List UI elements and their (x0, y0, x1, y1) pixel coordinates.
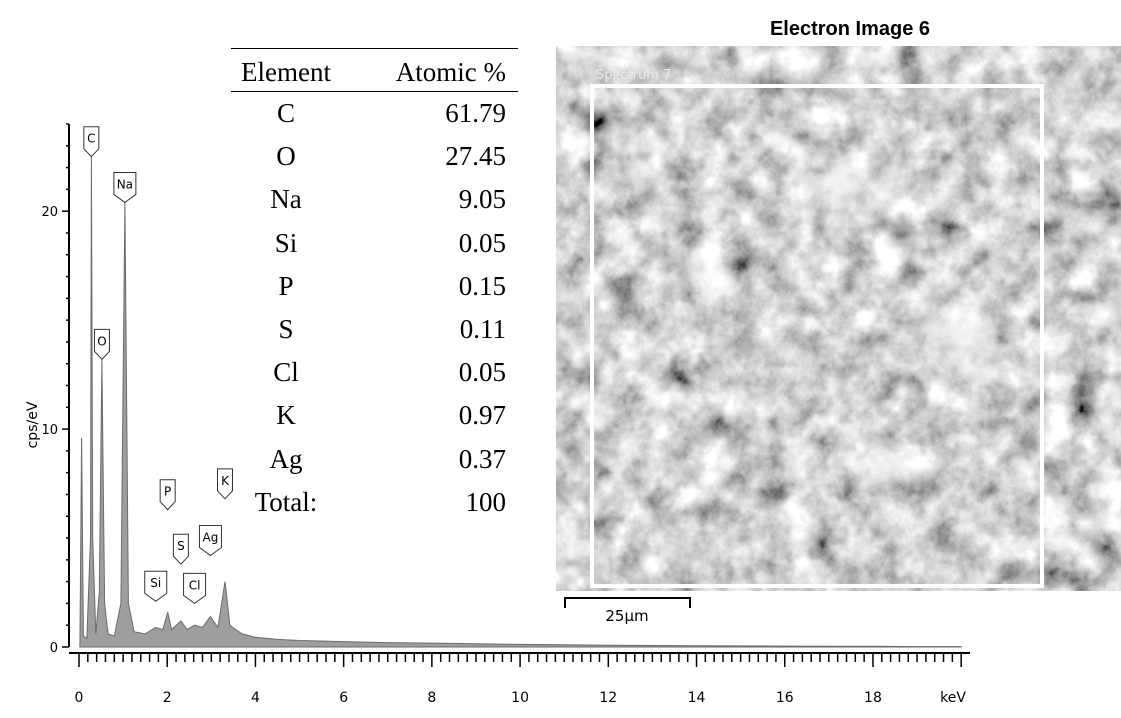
table-row: Cl 0.05 (231, 351, 518, 394)
peak-marker (198, 524, 222, 557)
table-row: K 0.97 (231, 394, 518, 437)
cell-atomic-percent: 0.37 (458, 443, 506, 474)
peak-label-s: S (172, 533, 189, 565)
peak-label-ag: Ag (198, 524, 222, 557)
cell-atomic-percent: 100 (465, 486, 507, 517)
x-tick-label: 2 (163, 690, 172, 706)
cell-atomic-percent: 0.05 (458, 357, 506, 388)
x-tick-label: 0 (75, 690, 84, 706)
cell-atomic-percent: 0.11 (459, 314, 506, 345)
peak-label-text: Si (150, 576, 161, 590)
y-axis-label: cps/eV (25, 401, 41, 448)
spectrum-region-label: Spectrum 7 (596, 68, 671, 83)
peak-label-si: Si (144, 570, 168, 602)
peak-label-text: S (177, 539, 185, 553)
peak-marker (159, 479, 176, 511)
cell-atomic-percent: 0.15 (458, 270, 506, 301)
scale-bar-label: 25µm (605, 607, 648, 625)
cell-element: Cl (273, 357, 299, 388)
cell-element: Ag (269, 443, 303, 474)
peak-label-o: O (93, 328, 110, 361)
x-tick-label: 14 (688, 690, 706, 706)
peak-marker (172, 533, 189, 565)
peak-marker (183, 572, 207, 605)
peak-marker (217, 468, 233, 500)
x-tick-label: 18 (864, 690, 882, 706)
header-element: Element (241, 56, 331, 87)
peak-label-text: P (164, 485, 171, 499)
chart-axes: 0 10 20 0 2 4 6 8 10 12 14 16 18 (41, 123, 970, 706)
y-tick-label: 0 (50, 641, 58, 656)
header-atomic-percent: Atomic % (395, 56, 506, 87)
cell-element: Total: (254, 486, 318, 517)
peak-marker (93, 328, 110, 361)
cell-element: C (276, 98, 295, 128)
y-tick-label: 10 (41, 423, 58, 438)
table-header-row: Element Atomic % (231, 48, 518, 92)
cell-atomic-percent: 9.05 (458, 184, 506, 215)
cell-atomic-percent: 0.05 (458, 227, 506, 258)
peak-label-p: P (159, 479, 176, 511)
spectrum-area (79, 156, 962, 648)
scale-bar: 25µm (564, 597, 691, 625)
peak-label-text: Cl (189, 578, 201, 592)
cell-atomic-percent: 27.45 (445, 141, 506, 172)
cell-element: Si (274, 227, 298, 258)
peak-marker (113, 171, 137, 204)
table-row: O 27.45 (231, 135, 518, 178)
x-tick-label: 12 (599, 690, 617, 706)
spectrum-region-box (590, 84, 1044, 588)
peak-label-text: K (221, 474, 230, 488)
table-row: Ag 0.37 (231, 438, 518, 481)
x-tick-label: 6 (339, 690, 348, 706)
x-tick-label: 10 (511, 690, 529, 706)
peak-label-text: Na (117, 177, 133, 191)
spectrum-series (79, 156, 962, 648)
cell-atomic-percent: 0.97 (458, 400, 506, 431)
cell-element: S (278, 314, 294, 345)
y-tick-label: 20 (41, 205, 58, 220)
peak-label-text: Ag (203, 530, 219, 544)
x-tick-label: 4 (251, 690, 260, 706)
cell-element: K (276, 400, 296, 431)
peak-label-text: C (87, 132, 95, 146)
x-tick-label: 8 (427, 690, 436, 706)
table-row: P 0.15 (231, 265, 518, 308)
peak-label-k: K (217, 468, 233, 500)
electron-image-title: Electron Image 6 (769, 18, 931, 40)
sem-micrograph: Spectrum 7 (556, 46, 1121, 591)
table-row-total: Total: 100 (231, 481, 518, 524)
cell-element: Na (270, 184, 302, 215)
peak-marker (144, 570, 168, 602)
peak-label-text: O (97, 334, 106, 348)
peak-label-cl: Cl (183, 572, 207, 605)
table-row: Na 9.05 (231, 178, 518, 221)
table-row: Si 0.05 (231, 222, 518, 265)
x-tick-label: 16 (776, 690, 794, 706)
peak-label-c: C (83, 126, 100, 158)
peak-label-na: Na (113, 171, 137, 204)
composition-table: Element Atomic % C 61.79 O 27.45 Na 9.05 Si… (231, 48, 518, 524)
table-row: C 61.79 (231, 92, 518, 136)
cell-element: P (278, 270, 294, 301)
x-axis-label: keV (940, 690, 966, 706)
cell-atomic-percent: 61.79 (445, 98, 506, 128)
peak-labels: C O Na Si P S Cl Ag K (83, 126, 233, 605)
table-row: S 0.11 (231, 308, 518, 351)
cell-element: O (276, 141, 296, 172)
peak-marker (83, 126, 100, 158)
